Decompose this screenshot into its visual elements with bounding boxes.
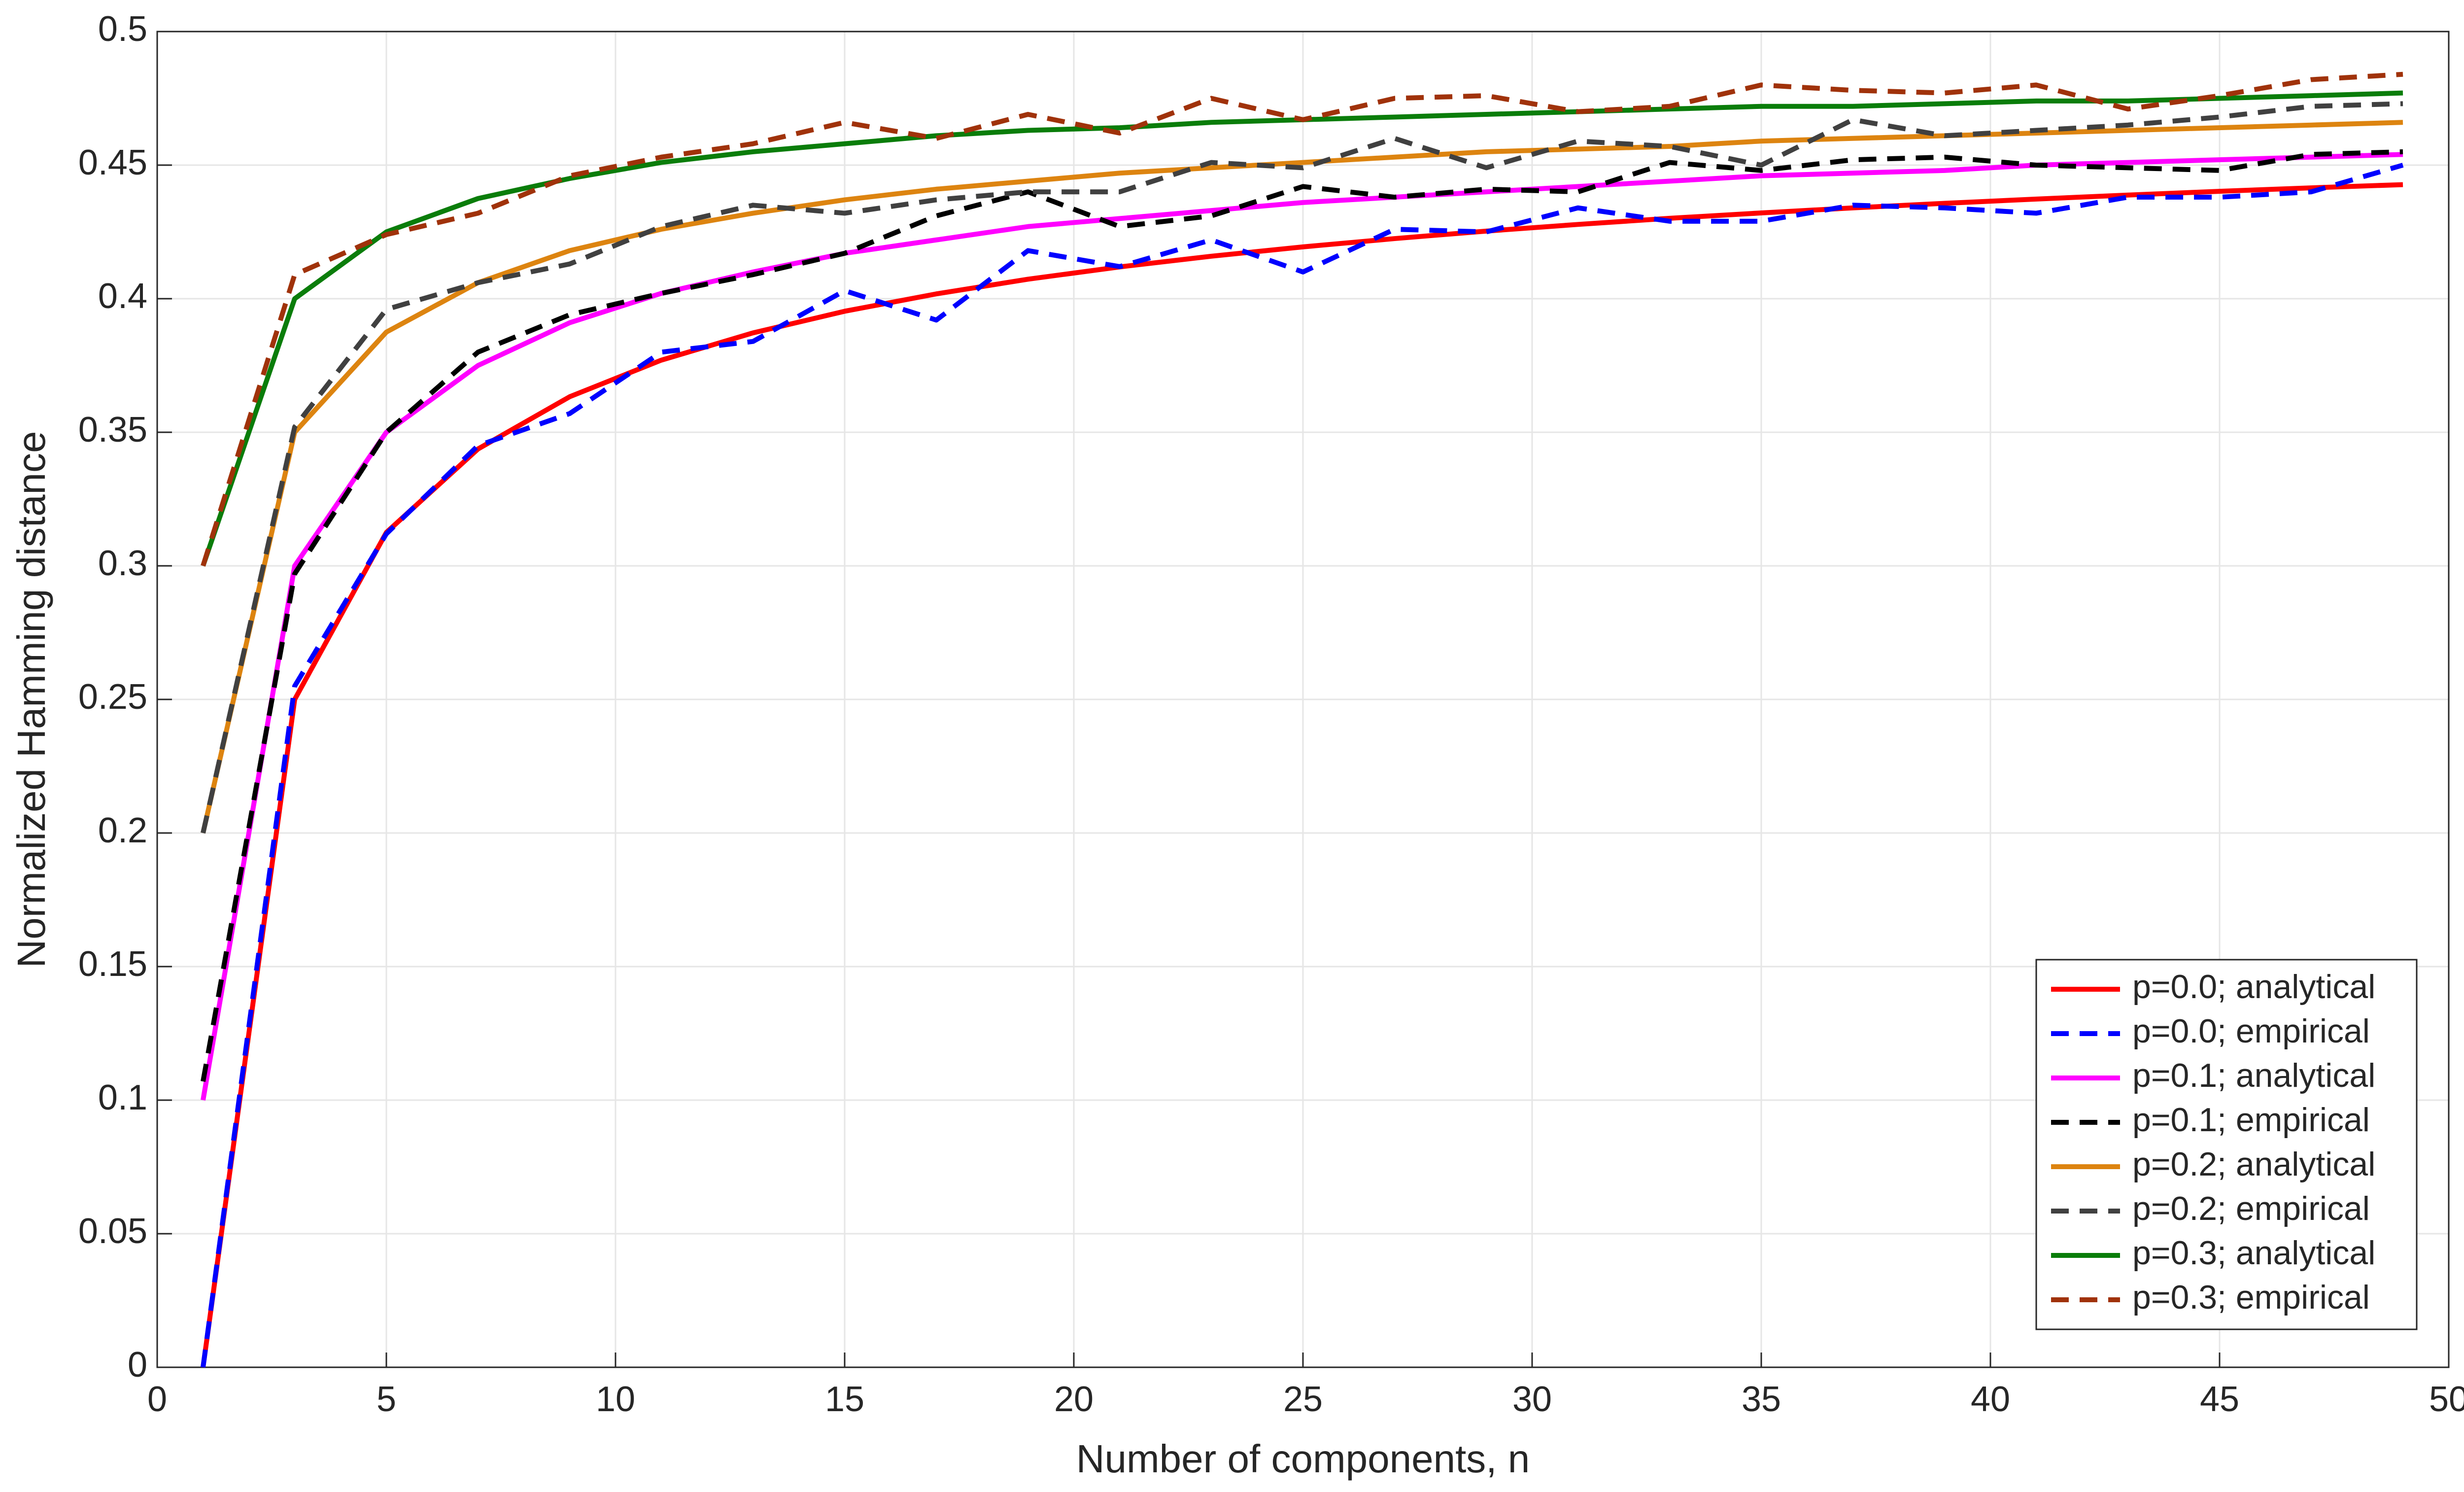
x-tick-label: 20 <box>1054 1380 1094 1419</box>
y-tick-label: 0 <box>128 1345 147 1385</box>
x-axis-label: Number of components, n <box>1076 1437 1530 1481</box>
x-tick-label: 45 <box>2200 1380 2239 1419</box>
y-tick-label: 0.1 <box>98 1078 147 1117</box>
x-tick-label: 25 <box>1283 1380 1323 1419</box>
y-tick-label: 0.15 <box>78 944 147 984</box>
legend-label: p=0.3; analytical <box>2132 1234 2375 1272</box>
y-tick-label: 0.35 <box>78 410 147 450</box>
y-tick-label: 0.05 <box>78 1212 147 1251</box>
y-axis-label: Normalized Hamming distance <box>9 431 53 968</box>
y-tick-label: 0.45 <box>78 143 147 182</box>
legend-label: p=0.2; empirical <box>2132 1190 2370 1227</box>
legend-label: p=0.1; analytical <box>2132 1057 2375 1094</box>
series-line <box>201 120 2403 834</box>
legend-label: p=0.0; empirical <box>2132 1012 2370 1050</box>
series-line <box>201 101 2403 834</box>
series-line <box>201 182 2403 1368</box>
y-tick-label: 0.25 <box>78 677 147 717</box>
x-tick-label: 10 <box>596 1380 635 1419</box>
x-tick-label: 15 <box>825 1380 864 1419</box>
series-line <box>201 163 2404 1368</box>
legend-label: p=0.0; analytical <box>2132 968 2375 1006</box>
x-tick-label: 35 <box>1742 1380 1781 1419</box>
plot-frame <box>156 31 2450 1368</box>
x-tick-label: 0 <box>147 1380 167 1419</box>
x-tick-label: 40 <box>1971 1380 2010 1419</box>
series-line <box>201 149 2403 1082</box>
legend-box <box>2035 959 2418 1330</box>
y-tick-label: 0.3 <box>98 544 147 583</box>
y-tick-label: 0.5 <box>98 9 147 49</box>
x-tick-label: 50 <box>2429 1380 2464 1419</box>
x-tick-label: 30 <box>1512 1380 1552 1419</box>
series-line <box>201 71 2403 567</box>
y-tick-label: 0.2 <box>98 811 147 850</box>
legend-label: p=0.1; empirical <box>2132 1101 2370 1139</box>
x-tick-label: 5 <box>376 1380 396 1419</box>
legend-label: p=0.2; analytical <box>2132 1145 2375 1183</box>
y-tick-label: 0.4 <box>98 277 147 316</box>
legend-label: p=0.3; empirical <box>2132 1279 2370 1316</box>
